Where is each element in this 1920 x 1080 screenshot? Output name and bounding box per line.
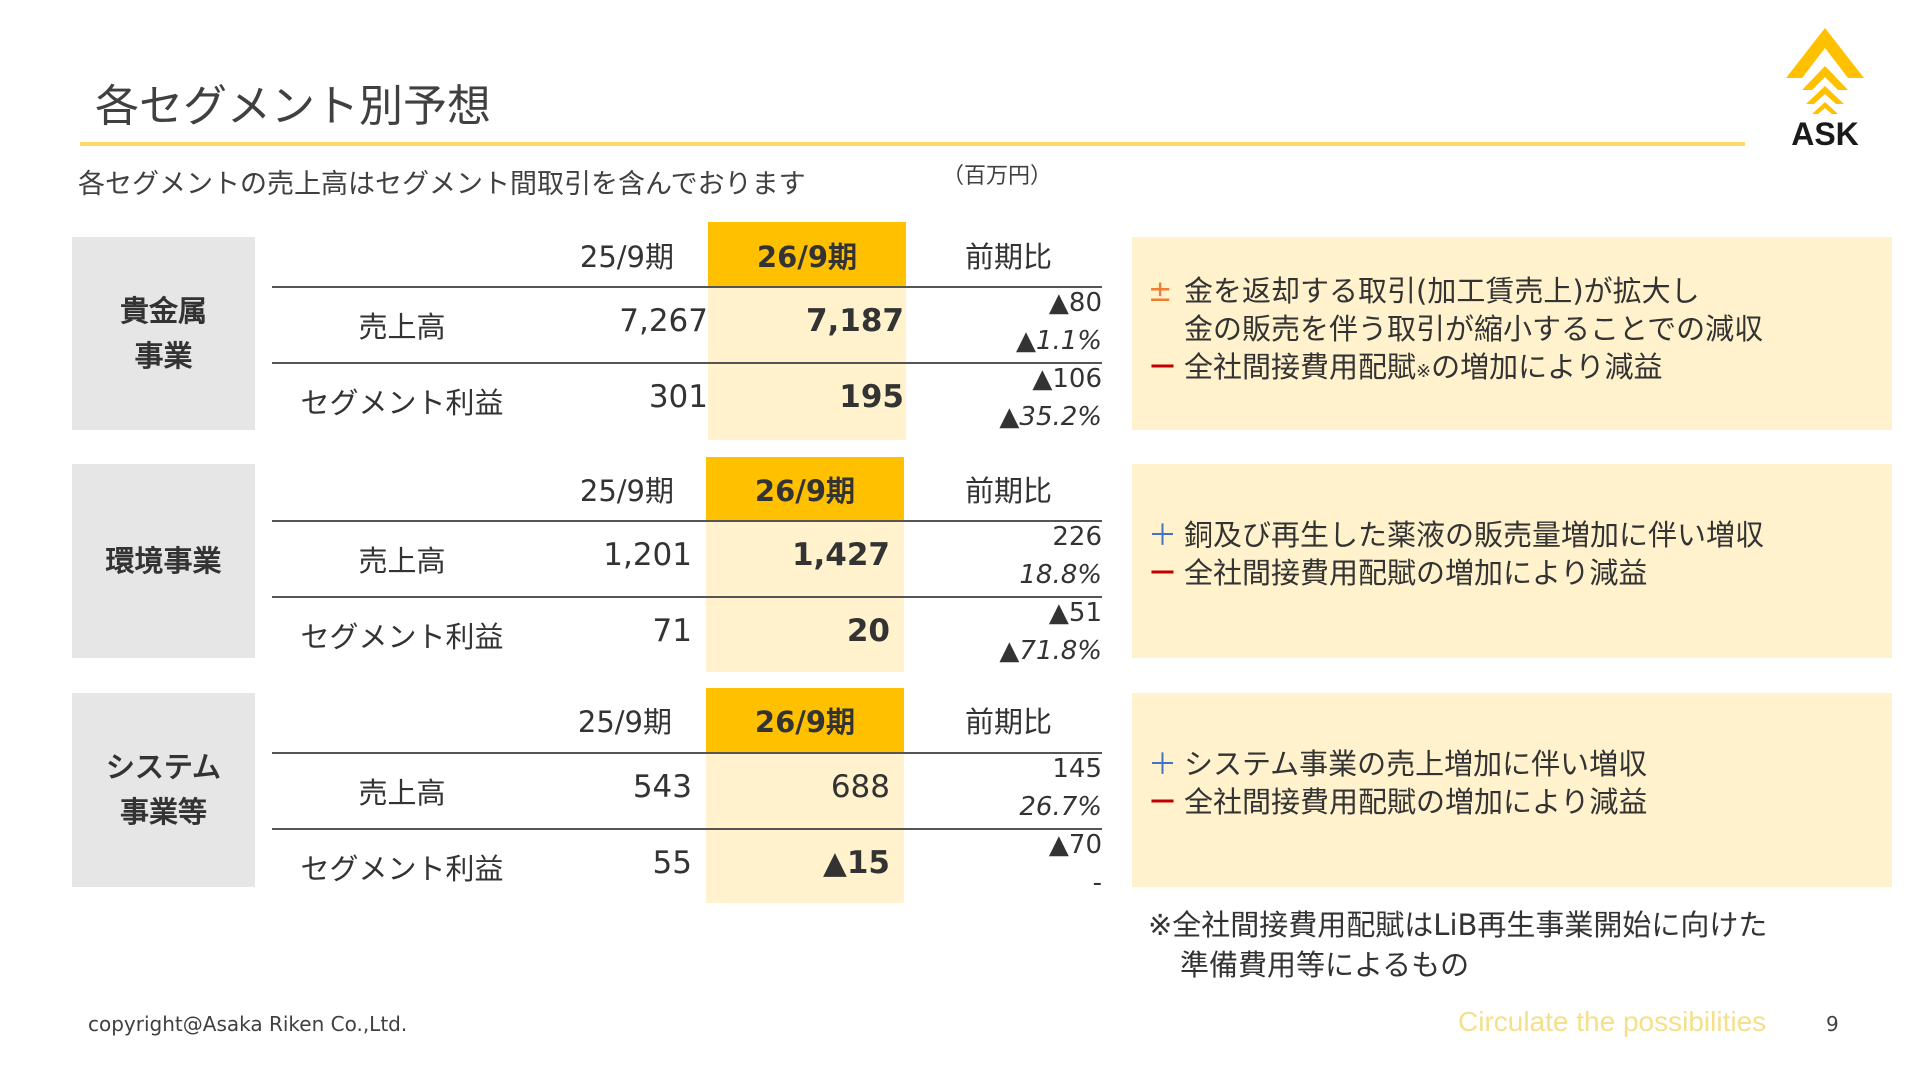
commentary-line: ± 金を返却する取引(加工賃売上)が拡大し [1148, 274, 1700, 308]
value-prev-sales: 7,267 [619, 303, 708, 339]
segment-label-precious-metals: 貴金属 事業 [72, 237, 255, 430]
logo-chevrons-icon [1786, 28, 1864, 114]
segment-name-line2: 事業等 [119, 795, 207, 829]
subtitle-note: 各セグメントの売上高はセグメント間取引を含んでおります [78, 169, 806, 200]
commentary-line: ＋銅及び再生した薬液の販売量増加に伴い増収 [1148, 518, 1765, 552]
value-curr-sales: 7,187 [805, 303, 904, 339]
plus-icon: ＋ [1148, 747, 1178, 781]
segment-label-systems: システム 事業等 [72, 693, 255, 887]
change-amount-sales: ▲80 [1048, 288, 1102, 318]
segment-name-line1: 環境事業 [105, 543, 222, 578]
current-period-header-bg [706, 457, 904, 520]
value-curr-profit: 20 [846, 613, 890, 649]
logo-text: ASK [1791, 116, 1859, 152]
value-prev-profit: 71 [652, 613, 692, 649]
segment-name-line1: 貴金属 [119, 293, 207, 328]
segment-label-environment: 環境事業 [72, 464, 255, 658]
unit-label: （百万円） [942, 164, 1053, 189]
current-period-column-bg [708, 288, 906, 440]
plus-icon: ＋ [1148, 518, 1178, 552]
column-header-change: 前期比 [964, 705, 1052, 739]
value-prev-sales: 1,201 [603, 537, 692, 573]
change-percent-profit: ▲35.2% [999, 402, 1102, 432]
value-prev-profit: 301 [648, 379, 708, 415]
allocation-footnote: ※全社間接費用配賦はLiB再生事業開始に向けた 準備費用等によるもの [1148, 905, 1767, 985]
change-percent-sales: 18.8% [1019, 560, 1102, 590]
footnote-mark: ※ [1416, 361, 1432, 382]
row-label-profit: セグメント利益 [300, 386, 504, 420]
column-header-prev: 25/9期 [579, 240, 674, 274]
copyright: copyright@Asaka Riken Co.,Ltd. [88, 1012, 408, 1036]
change-percent-sales: 26.7% [1019, 792, 1102, 822]
company-logo: ASK [1772, 28, 1878, 158]
table-divider [272, 520, 1102, 522]
commentary-line: －全社間接費用配賦の増加により減益 [1148, 785, 1648, 819]
plus-minus-icon: ± [1148, 274, 1173, 308]
commentary-box-systems: ＋システム事業の売上増加に伴い増収 －全社間接費用配賦の増加により減益 [1132, 693, 1892, 887]
column-header-curr: 26/9期 [756, 240, 858, 274]
row-label-sales: 売上高 [358, 544, 446, 578]
row-label-sales: 売上高 [358, 776, 446, 810]
value-curr-profit: ▲15 [823, 845, 890, 881]
value-curr-profit: 195 [839, 379, 904, 415]
change-percent-sales: ▲1.1% [1015, 326, 1102, 356]
value-prev-profit: 55 [652, 845, 692, 881]
column-header-prev: 25/9期 [579, 474, 674, 508]
change-percent-profit: ▲71.8% [999, 636, 1102, 666]
table-divider [272, 752, 1102, 754]
footnote-line2: 準備費用等によるもの [1180, 948, 1470, 982]
change-amount-sales: 145 [1052, 754, 1102, 784]
minus-icon: － [1148, 350, 1178, 384]
change-amount-profit: ▲51 [1048, 598, 1102, 628]
commentary-line: ＋システム事業の売上増加に伴い増収 [1148, 747, 1648, 781]
value-prev-sales: 543 [632, 769, 692, 805]
commentary-box-precious-metals: ± 金を返却する取引(加工賃売上)が拡大し 金の販売を伴う取引が縮小することでの減… [1132, 237, 1892, 430]
segment-name-line1: システム [105, 750, 222, 785]
table-divider [272, 828, 1102, 830]
change-percent-profit: - [1092, 868, 1102, 898]
commentary-line: －全社間接費用配賦※の増加により減益 [1148, 350, 1663, 384]
change-amount-profit: ▲106 [1032, 364, 1102, 394]
commentary-line: 金の販売を伴う取引が縮小することでの減収 [1184, 312, 1764, 346]
row-label-profit: セグメント利益 [300, 852, 504, 886]
table-divider [272, 286, 1102, 288]
tagline: Circulate the possibilities [1458, 1006, 1767, 1037]
value-curr-sales: 688 [830, 769, 890, 805]
column-header-prev: 25/9期 [577, 705, 672, 739]
change-amount-sales: 226 [1052, 522, 1102, 552]
page-number: 9 [1826, 1012, 1839, 1036]
segment-name-line2: 事業 [134, 338, 193, 373]
value-curr-sales: 1,427 [791, 537, 890, 573]
current-period-header-bg [708, 222, 906, 286]
table-divider [272, 596, 1102, 598]
commentary-line: －全社間接費用配賦の増加により減益 [1148, 556, 1648, 590]
row-label-profit: セグメント利益 [300, 620, 504, 654]
column-header-change: 前期比 [964, 474, 1052, 508]
minus-icon: － [1148, 556, 1178, 590]
column-header-curr: 26/9期 [754, 705, 856, 739]
title-underline [80, 142, 1745, 146]
minus-icon: － [1148, 785, 1178, 819]
table-divider [272, 362, 1102, 364]
current-period-header-bg [706, 688, 904, 752]
column-header-curr: 26/9期 [754, 474, 856, 508]
footnote-line1: ※全社間接費用配賦はLiB再生事業開始に向けた [1148, 908, 1768, 942]
change-amount-profit: ▲70 [1048, 830, 1102, 860]
column-header-change: 前期比 [964, 240, 1052, 274]
commentary-box-environment: ＋銅及び再生した薬液の販売量増加に伴い増収 －全社間接費用配賦の増加により減益 [1132, 464, 1892, 658]
page-title: 各セグメント別予想 [95, 81, 491, 132]
row-label-sales: 売上高 [358, 310, 446, 344]
